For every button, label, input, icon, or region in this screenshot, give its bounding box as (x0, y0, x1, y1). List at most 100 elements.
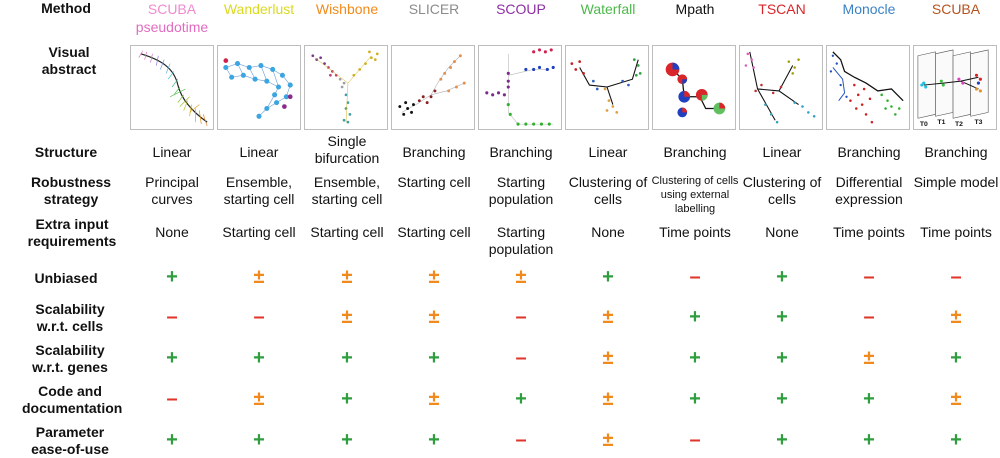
method-header-mpath: Mpath (651, 0, 739, 18)
method-header-monocle: Monocle (825, 0, 913, 18)
rating-code-cell: ± (950, 388, 962, 410)
method-header-slicer: SLICER (390, 0, 478, 18)
visual-abstract-mpath (652, 45, 736, 130)
method-name: Wanderlust (223, 1, 295, 17)
rating-unbiased-cell: + (166, 266, 178, 288)
rating-scal-genes-cell: + (428, 347, 440, 369)
scuba-t3-label: T3 (975, 119, 983, 126)
structure-cell: Branching (663, 144, 727, 160)
rating-scal-cells-cell: ± (602, 306, 614, 328)
rating-scal-cells-cell: – (863, 306, 875, 328)
extra-input-cell: None (765, 224, 799, 240)
rating-scal-cells-cell: ± (950, 306, 962, 328)
rating-scal-cells-cell: ± (428, 306, 440, 328)
method-name: SCOUP (496, 1, 546, 17)
row-label-robustness: Robustness strategy (30, 174, 112, 207)
structure-cell: Linear (239, 144, 279, 160)
row-label-unbiased: Unbiased (34, 270, 98, 286)
rating-scal-cells-cell: + (776, 306, 788, 328)
row-label-scalability-genes: Scalability w.r.t. genes (32, 342, 108, 375)
structure-cell: Linear (152, 144, 192, 160)
rating-code-cell: + (341, 388, 353, 410)
extra-input-cell: None (591, 224, 625, 240)
extra-input-cell: Time points (659, 224, 731, 240)
extra-input-cell: Starting cell (222, 224, 296, 240)
visual-abstract-wishbone (304, 45, 388, 130)
method-header-scuba-2: SCUBA (912, 0, 1000, 18)
rating-code-cell: + (689, 388, 701, 410)
scuba-t2-label: T2 (955, 121, 963, 128)
method-header-waterfall: Waterfall (564, 0, 652, 18)
structure-cell: Branching (924, 144, 988, 160)
visual-abstract-scuba: T0 T1 T2 T3 (913, 45, 997, 130)
robustness-cell: Ensemble, starting cell (311, 174, 383, 207)
rating-code-cell: + (776, 388, 788, 410)
rating-param-cell: – (689, 429, 701, 451)
rating-param-cell: + (253, 429, 265, 451)
rating-code-cell: + (863, 388, 875, 410)
rating-param-cell: – (515, 429, 527, 451)
rating-unbiased-cell: ± (253, 266, 265, 288)
rating-code-cell: – (166, 388, 178, 410)
rating-scal-cells-cell: ± (341, 306, 353, 328)
robustness-cell: Starting cell (397, 174, 471, 190)
row-label-structure: Structure (34, 144, 98, 160)
visual-abstract-slicer (391, 45, 475, 130)
rating-unbiased-cell: – (863, 266, 875, 288)
rating-scal-cells-cell: – (166, 306, 178, 328)
method-header-wanderlust: Wanderlust (215, 0, 303, 18)
scuba-t0-label: T0 (920, 121, 928, 128)
visual-abstract-scoup (478, 45, 562, 130)
rating-param-cell: + (341, 429, 353, 451)
row-label-code-documentation: Code and documentation (22, 383, 123, 416)
visual-abstract-monocle (826, 45, 910, 130)
rating-unbiased-cell: ± (515, 266, 527, 288)
rating-scal-genes-cell: + (253, 347, 265, 369)
method-name: SCUBA (931, 1, 981, 17)
method-name: TSCAN (758, 1, 806, 17)
rating-param-cell: + (776, 429, 788, 451)
extra-input-cell: None (155, 224, 189, 240)
visual-abstract-waterfall (565, 45, 649, 130)
structure-cell: Single bifurcation (314, 133, 380, 166)
robustness-cell: Starting population (488, 174, 554, 207)
rating-param-cell: + (950, 429, 962, 451)
rating-scal-genes-cell: + (950, 347, 962, 369)
structure-cell: Branching (489, 144, 553, 160)
rating-scal-genes-cell: + (166, 347, 178, 369)
rating-unbiased-cell: – (950, 266, 962, 288)
method-name: Wishbone (315, 1, 379, 17)
structure-cell: Linear (762, 144, 802, 160)
rating-scal-genes-cell: + (776, 347, 788, 369)
robustness-cell: Principal curves (145, 174, 199, 207)
rating-scal-cells-cell: + (689, 306, 701, 328)
visual-abstract-wanderlust (217, 45, 301, 130)
row-label-parameter-ease: Parameter ease-of-use (31, 424, 109, 457)
method-name: SLICER (408, 1, 460, 17)
method-name: SCUBA (147, 1, 197, 17)
visual-abstract-tscan (739, 45, 823, 130)
method-subname: pseudotime (135, 19, 209, 35)
structure-cell: Linear (588, 144, 628, 160)
robustness-cell: Clustering of cells (568, 174, 648, 207)
robustness-cell: Ensemble, starting cell (223, 174, 295, 207)
row-label-scalability-cells: Scalability w.r.t. cells (35, 301, 105, 334)
extra-input-cell: Time points (920, 224, 992, 240)
rating-code-cell: ± (428, 388, 440, 410)
rating-scal-genes-cell: + (341, 347, 353, 369)
rating-unbiased-cell: – (689, 266, 701, 288)
method-header-scuba-pseudotime: SCUBA pseudotime (128, 0, 216, 36)
rating-unbiased-cell: + (776, 266, 788, 288)
structure-cell: Branching (402, 144, 466, 160)
rating-scal-cells-cell: – (253, 306, 265, 328)
extra-input-cell: Starting cell (310, 224, 384, 240)
rating-param-cell: + (166, 429, 178, 451)
robustness-cell: Clustering of cells (742, 174, 822, 207)
rating-scal-genes-cell: ± (602, 347, 614, 369)
rating-unbiased-cell: + (602, 266, 614, 288)
method-name: Waterfall (580, 1, 636, 17)
extra-input-cell: Starting cell (397, 224, 471, 240)
structure-cell: Branching (837, 144, 901, 160)
method-header-scoup: SCOUP (477, 0, 565, 18)
method-header-wishbone: Wishbone (303, 0, 391, 18)
